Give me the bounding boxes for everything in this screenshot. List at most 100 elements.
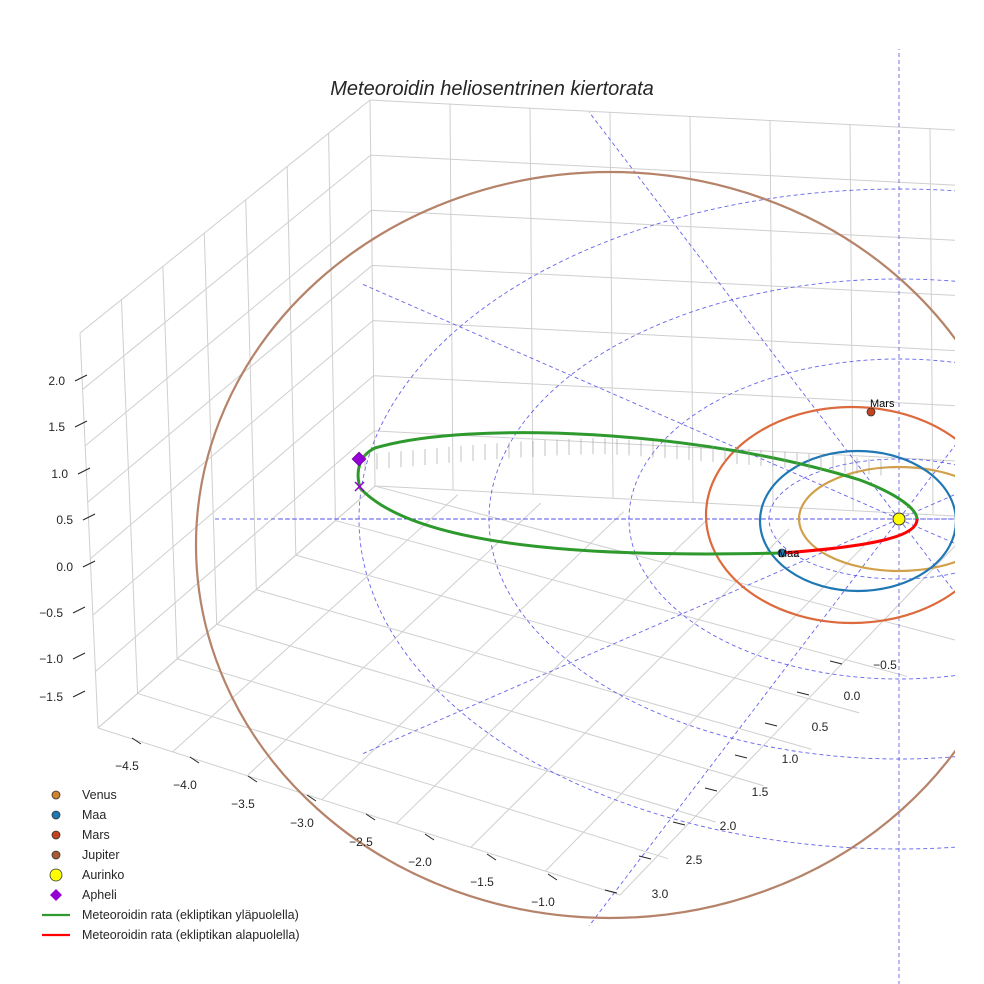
- grid-line: [137, 692, 669, 860]
- x-tick-mark: [365, 813, 376, 821]
- y-tick-mark: [672, 821, 686, 826]
- grid-line: [246, 502, 542, 777]
- legend-dot-swatch: [51, 790, 61, 800]
- orbit-mars: [704, 405, 955, 625]
- mars-label: Mars: [870, 398, 895, 410]
- legend-label: Maa: [82, 808, 106, 822]
- grid-line: [470, 528, 790, 848]
- z-tick-mark: [74, 420, 88, 428]
- grid-line: [395, 519, 707, 824]
- grid-line: [295, 554, 860, 714]
- z-tick-label: −0.5: [39, 606, 63, 620]
- grid-line: [369, 99, 376, 487]
- x-tick-mark: [486, 853, 497, 861]
- legend-label: Meteoroidin rata (ekliptikan alapuolella…: [82, 928, 299, 942]
- meteoroid-orbit-below: [781, 518, 919, 555]
- z-tick-mark: [74, 374, 88, 382]
- grid-line: [849, 123, 854, 511]
- grid-line: [89, 320, 374, 560]
- z-tick-mark: [82, 513, 96, 521]
- axes-frame: [79, 99, 956, 896]
- grid-line: [172, 494, 459, 753]
- x-tick-mark: [547, 873, 558, 881]
- x-tick-label: −4.5: [115, 759, 139, 773]
- grid-line: [84, 209, 372, 447]
- plot-area: Mars Maa V: [195, 49, 975, 984]
- z-tick-label: 1.5: [48, 420, 65, 434]
- x-tick-mark: [189, 756, 200, 764]
- legend-label: Meteoroidin rata (ekliptikan yläpuolella…: [82, 908, 299, 922]
- legend-label: Aurinko: [82, 868, 124, 882]
- y-tick-mark: [734, 754, 748, 759]
- grid-line: [95, 430, 375, 672]
- grid-line: [374, 485, 956, 641]
- x-tick-label: −1.0: [531, 895, 555, 909]
- z-tick-label: 0.5: [56, 513, 73, 527]
- grid-line: [374, 485, 956, 517]
- x-tick-mark: [306, 794, 317, 802]
- reference-spoke: [588, 518, 900, 927]
- grid-line: [372, 264, 956, 296]
- y-tick-label: 1.5: [752, 785, 769, 799]
- grid-line: [619, 545, 956, 896]
- y-tick-label: 2.0: [720, 819, 737, 833]
- grid-line: [373, 375, 956, 407]
- y-tick-mark: [704, 787, 718, 792]
- grid-line: [256, 589, 812, 750]
- grid-line: [769, 119, 774, 507]
- z-tick-label: −1.0: [39, 652, 63, 666]
- x-tick-label: −2.0: [408, 855, 432, 869]
- x-tick-mark: [131, 737, 142, 745]
- aphelion-marker: [351, 451, 367, 467]
- x-tick-label: −4.0: [173, 778, 197, 792]
- z-tick-label: −1.5: [39, 690, 63, 704]
- y-tick-label: 0.5: [812, 720, 829, 734]
- grid-line: [369, 99, 956, 131]
- aphelion-projection-marker: [354, 481, 365, 492]
- meteoroid-orbit-above: [356, 431, 919, 556]
- y-tick-mark: [638, 855, 652, 860]
- grid-line: [609, 111, 614, 499]
- grid-line: [335, 520, 908, 677]
- grid-line: [216, 623, 764, 787]
- grid-line: [374, 430, 956, 462]
- y-tick-label: 1.0: [782, 752, 799, 766]
- legend-dot-swatch: [51, 810, 61, 820]
- x-tick-label: −3.0: [290, 816, 314, 830]
- grid-line: [929, 127, 934, 515]
- grid-line: [529, 107, 534, 495]
- legend-diamond-swatch: [50, 889, 62, 901]
- grid-line: [120, 299, 139, 694]
- y-tick-mark: [796, 691, 810, 696]
- tick-labels: 2.0 1.5 1.0 0.5 0.0 −0.5 −1.0 −1.5 −4.5 −4.0 −3.5 −…: [39, 374, 897, 909]
- z-tick-mark: [72, 652, 86, 660]
- x-tick-label: −2.5: [349, 835, 373, 849]
- grid-line: [689, 115, 694, 503]
- orbit-jupiter: [195, 171, 955, 919]
- grid-line: [97, 727, 621, 896]
- grid-line: [286, 166, 297, 556]
- legend-dot-swatch: [49, 868, 63, 882]
- grid-line: [87, 265, 373, 503]
- z-tick-mark: [82, 560, 96, 568]
- y-tick-mark: [829, 660, 843, 665]
- legend-dot-swatch: [51, 850, 61, 860]
- z-tick-mark: [72, 606, 86, 614]
- legend-dot-swatch: [51, 830, 61, 840]
- clipped-label: V: [967, 557, 975, 569]
- x-tick-mark: [424, 833, 435, 841]
- y-tick-label: 2.5: [686, 853, 703, 867]
- grid-line: [176, 658, 716, 823]
- z-tick-mark: [72, 690, 86, 698]
- chart-title: Meteoroidin heliosentrinen kiertorata: [330, 78, 654, 100]
- x-tick-mark: [247, 775, 258, 783]
- y-tick-label: 3.0: [652, 887, 669, 901]
- grid-line: [449, 103, 454, 491]
- grid-line: [82, 154, 372, 390]
- x-tick-label: −1.5: [470, 875, 494, 889]
- grid-line: [328, 133, 336, 521]
- y-tick-mark: [764, 722, 778, 727]
- earth-label: Maa: [778, 548, 800, 560]
- z-tick-label: 1.0: [51, 467, 68, 481]
- legend: Venus Maa Mars Jupiter Aurinko Apheli Meteoroi…: [42, 788, 299, 942]
